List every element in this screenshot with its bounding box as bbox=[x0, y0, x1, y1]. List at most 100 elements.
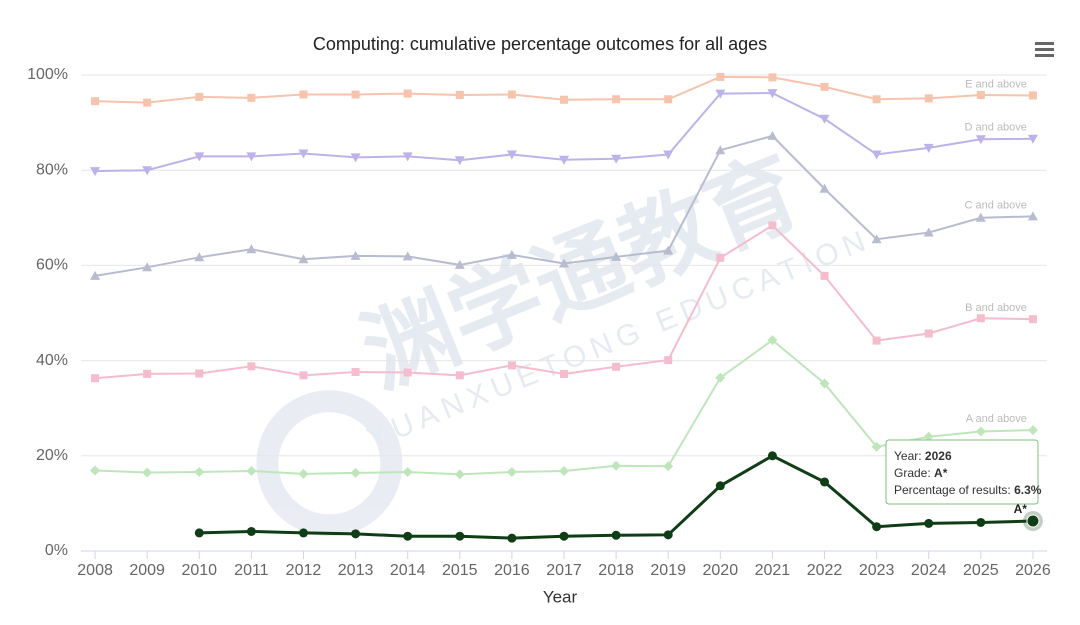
series-label: C and above bbox=[965, 199, 1027, 211]
data-point bbox=[299, 90, 308, 99]
data-point bbox=[976, 517, 986, 527]
tooltip-line: Year: 2026 bbox=[894, 449, 952, 463]
series: B and above bbox=[91, 221, 1037, 383]
y-tick-label: 20% bbox=[36, 447, 68, 464]
x-tick-label: 2025 bbox=[963, 562, 999, 579]
data-point bbox=[559, 466, 569, 477]
x-tick-label: 2026 bbox=[1015, 562, 1051, 579]
plot-area: E and above D and above C and above B and a… bbox=[90, 72, 1043, 543]
data-point bbox=[923, 431, 934, 442]
data-point bbox=[1026, 514, 1040, 528]
x-tick-label: 2009 bbox=[129, 562, 165, 579]
data-point bbox=[716, 253, 725, 262]
data-point bbox=[820, 82, 829, 91]
data-point bbox=[454, 156, 465, 166]
data-point bbox=[91, 374, 100, 383]
data-point bbox=[351, 529, 361, 539]
data-point bbox=[611, 460, 622, 471]
data-point bbox=[923, 227, 934, 237]
y-tick-label: 0% bbox=[45, 542, 68, 559]
data-point bbox=[507, 361, 516, 370]
x-tick-label: 2024 bbox=[911, 562, 947, 579]
tooltip-line: Grade: A* bbox=[894, 466, 948, 480]
menu-bar bbox=[1035, 42, 1054, 45]
data-point bbox=[716, 72, 725, 81]
data-point bbox=[246, 526, 256, 536]
data-point bbox=[560, 369, 568, 378]
watermark-logo bbox=[256, 390, 403, 537]
data-point bbox=[507, 533, 517, 543]
data-point bbox=[663, 461, 674, 472]
tooltip: Year: 2026 Grade: A* Percentage of results… bbox=[885, 439, 1042, 505]
data-point bbox=[715, 372, 726, 383]
data-point bbox=[871, 150, 882, 160]
chart-title: Computing: cumulative percentage outcome… bbox=[313, 34, 767, 54]
data-point bbox=[350, 153, 361, 163]
data-point bbox=[559, 531, 569, 541]
tooltip-label: Percentage of results: bbox=[894, 483, 1014, 497]
data-point bbox=[924, 329, 933, 338]
data-point bbox=[91, 97, 100, 106]
data-point bbox=[924, 94, 933, 103]
data-point bbox=[559, 155, 569, 165]
menu-button[interactable] bbox=[1035, 42, 1054, 57]
data-point bbox=[90, 465, 101, 476]
data-point bbox=[767, 451, 777, 461]
x-tick-label: 2018 bbox=[598, 562, 634, 579]
data-point bbox=[246, 466, 257, 477]
tooltip-value: A* bbox=[934, 466, 948, 480]
data-point bbox=[454, 469, 465, 480]
x-tick-label: 2019 bbox=[650, 562, 686, 579]
data-point bbox=[976, 314, 985, 323]
data-point bbox=[715, 89, 726, 99]
data-point bbox=[247, 93, 256, 102]
data-point bbox=[872, 95, 881, 104]
data-point bbox=[507, 90, 516, 99]
data-point bbox=[663, 530, 673, 540]
grid: 0% 20% 40% 60% 80% 100% 2008 2009 2010 2011 2012 20… bbox=[27, 66, 1051, 579]
y-tick-label: 40% bbox=[36, 352, 68, 369]
tooltip-label: Grade: bbox=[894, 466, 934, 480]
series: C and above bbox=[90, 130, 1038, 280]
series: A and above bbox=[90, 335, 1038, 480]
data-point bbox=[195, 369, 204, 378]
tooltip-value: 2026 bbox=[925, 449, 952, 463]
data-point bbox=[819, 183, 830, 193]
data-point bbox=[559, 258, 569, 268]
data-point bbox=[194, 252, 205, 262]
data-point bbox=[351, 368, 360, 377]
data-point bbox=[1027, 425, 1038, 436]
data-point bbox=[767, 89, 778, 99]
data-point bbox=[768, 221, 777, 230]
data-point bbox=[820, 477, 830, 487]
data-point bbox=[246, 152, 257, 162]
data-point bbox=[506, 150, 517, 160]
data-point bbox=[402, 466, 413, 477]
data-point bbox=[506, 249, 517, 259]
data-point bbox=[142, 262, 153, 272]
data-point bbox=[194, 528, 204, 538]
data-point bbox=[819, 378, 830, 389]
tooltip-label: Year: bbox=[894, 449, 925, 463]
series: E and above bbox=[91, 72, 1037, 107]
x-tick-label: 2021 bbox=[755, 562, 791, 579]
data-point bbox=[872, 336, 881, 345]
data-point bbox=[663, 245, 674, 255]
series-label: A and above bbox=[966, 413, 1027, 425]
data-point bbox=[612, 95, 621, 104]
data-point bbox=[350, 467, 361, 478]
data-point bbox=[298, 149, 309, 159]
series-label: B and above bbox=[965, 302, 1027, 314]
data-point bbox=[402, 152, 413, 162]
data-point bbox=[194, 466, 205, 477]
data-point bbox=[975, 426, 986, 437]
data-point bbox=[820, 271, 829, 280]
data-point bbox=[298, 528, 308, 538]
data-point bbox=[715, 481, 725, 491]
data-point bbox=[923, 143, 934, 153]
data-point bbox=[195, 92, 204, 101]
data-point bbox=[767, 130, 778, 140]
data-point bbox=[560, 95, 568, 104]
data-point bbox=[767, 335, 778, 346]
data-point bbox=[976, 90, 985, 99]
